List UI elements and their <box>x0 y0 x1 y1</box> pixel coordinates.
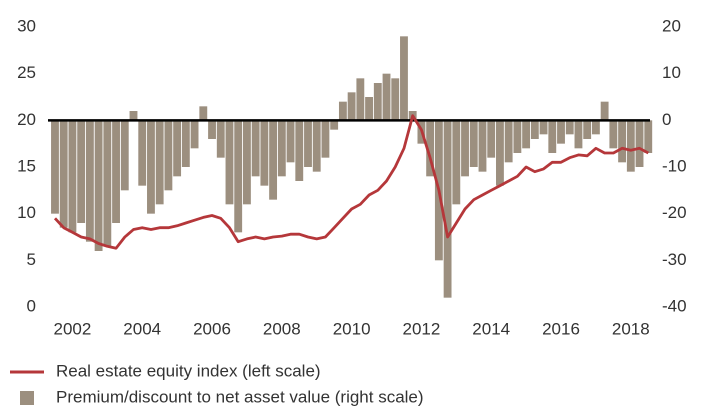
bar <box>382 73 391 121</box>
bar <box>147 120 155 214</box>
y-tick-label: 0 <box>27 296 36 315</box>
bar <box>452 120 461 205</box>
legend-label: Real estate equity index (left scale) <box>56 361 321 380</box>
bar <box>496 120 504 186</box>
bar <box>635 120 644 167</box>
bar <box>199 106 208 121</box>
bar <box>68 120 77 233</box>
bar <box>600 101 609 121</box>
bar <box>103 120 112 247</box>
bar <box>609 120 618 149</box>
legend-swatch <box>20 391 34 405</box>
legend-label: Premium/discount to net asset value (rig… <box>56 387 424 406</box>
bar <box>539 120 548 135</box>
bar <box>557 120 565 144</box>
bar <box>443 120 452 298</box>
bar <box>356 78 365 121</box>
x-tick-label: 2008 <box>263 319 301 338</box>
y2-tick-label: -40 <box>662 296 687 315</box>
bar <box>225 120 234 205</box>
x-tick-label: 2004 <box>123 319 161 338</box>
bar <box>277 120 286 177</box>
y2-tick-label: 10 <box>662 63 681 82</box>
x-tick-label: 2016 <box>542 319 580 338</box>
bar <box>155 120 164 205</box>
bar <box>347 92 356 121</box>
x-tick-label: 2006 <box>193 319 231 338</box>
bar <box>190 120 199 149</box>
bar <box>365 97 373 121</box>
bar <box>487 120 496 158</box>
bar <box>574 120 583 149</box>
y2-tick-label: 20 <box>662 16 681 35</box>
y-tick-label: 25 <box>17 63 36 82</box>
bar <box>522 120 531 149</box>
bar <box>77 120 86 223</box>
y-tick-label: 30 <box>17 16 36 35</box>
bar <box>400 36 408 121</box>
x-tick-label: 2010 <box>333 319 371 338</box>
y2-tick-label: -30 <box>662 250 687 269</box>
y-tick-label: 15 <box>17 156 36 175</box>
bar <box>626 120 635 172</box>
bar <box>120 120 129 191</box>
bar <box>426 120 435 177</box>
bar <box>530 120 539 139</box>
x-tick-label: 2012 <box>403 319 441 338</box>
x-tick-label: 2002 <box>54 319 92 338</box>
bar <box>208 120 216 139</box>
bar <box>469 120 478 167</box>
bar <box>129 111 138 121</box>
bar <box>321 120 330 158</box>
bar <box>618 120 627 163</box>
bar <box>112 120 120 223</box>
bar <box>312 120 321 172</box>
line <box>53 114 649 250</box>
y-tick-label: 5 <box>27 250 36 269</box>
bar <box>338 101 347 121</box>
x-tick-label: 2014 <box>472 319 510 338</box>
y2-tick-label: -10 <box>662 156 687 175</box>
bar <box>565 120 574 135</box>
bar <box>513 120 522 153</box>
bar <box>644 120 653 153</box>
y-tick-label: 10 <box>17 203 36 222</box>
x-tick-label: 2018 <box>612 319 650 338</box>
bar <box>94 120 103 251</box>
bar <box>269 120 278 200</box>
bar <box>504 120 513 163</box>
bar <box>242 120 251 205</box>
bar <box>164 120 173 191</box>
bar <box>286 120 295 163</box>
bar <box>391 78 400 121</box>
bar <box>548 120 557 153</box>
bar <box>216 120 225 158</box>
bar <box>251 120 260 177</box>
bar <box>478 120 487 172</box>
bar <box>591 120 600 135</box>
bar <box>138 120 147 186</box>
bar <box>583 120 592 139</box>
y2-tick-label: 0 <box>662 110 671 129</box>
bar <box>173 120 182 177</box>
bar <box>373 83 382 121</box>
bar <box>260 120 269 186</box>
bar <box>85 120 94 242</box>
y-tick-label: 20 <box>17 110 36 129</box>
bar <box>295 120 304 181</box>
bar <box>234 120 243 233</box>
bar <box>59 120 68 228</box>
y2-tick-label: -20 <box>662 203 687 222</box>
bar <box>461 120 469 177</box>
bar <box>181 120 190 167</box>
bar <box>304 120 312 167</box>
bar <box>51 120 59 214</box>
bar <box>330 120 339 130</box>
